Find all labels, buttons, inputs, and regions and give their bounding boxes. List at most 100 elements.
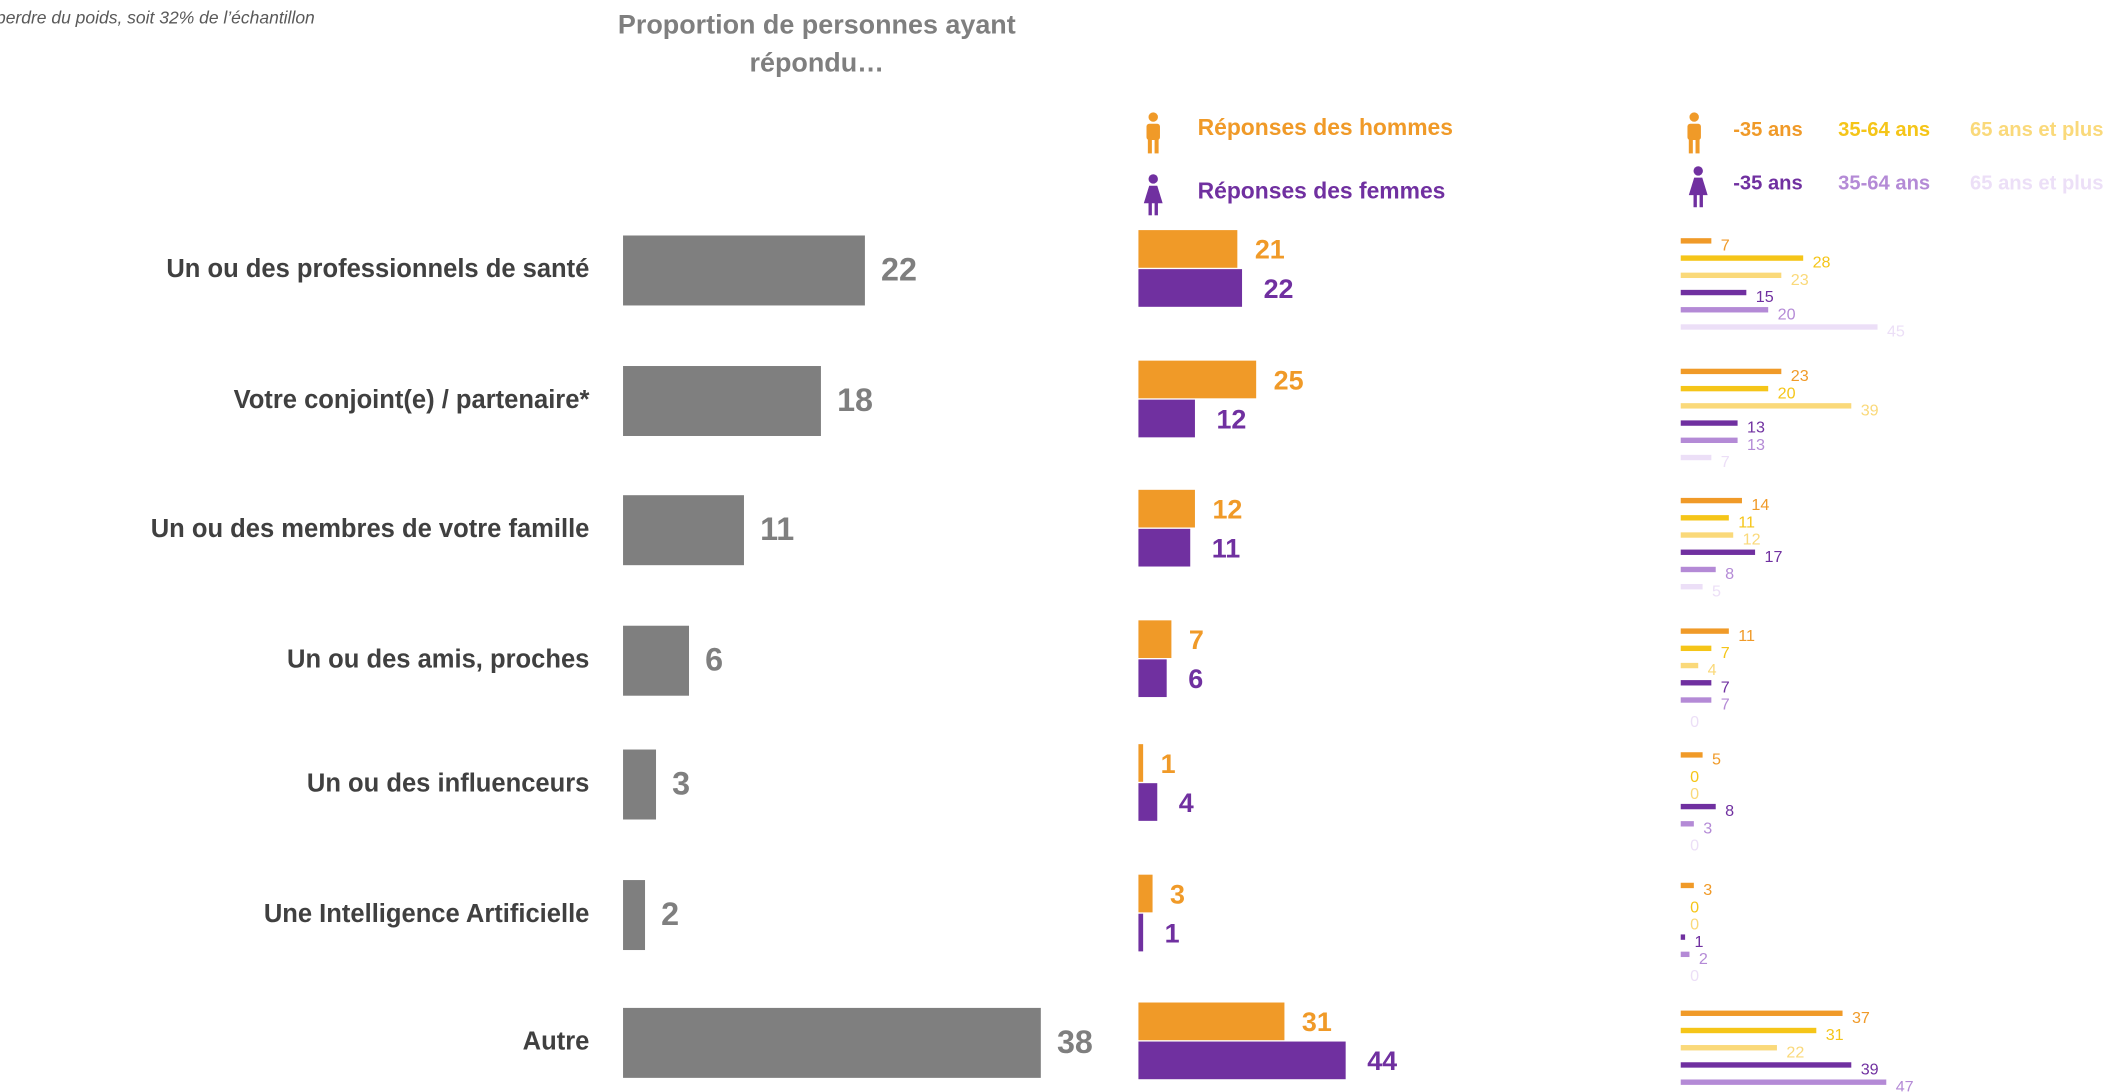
value-label: 0 <box>1690 967 1699 985</box>
value-label: 31 <box>1302 1007 1332 1037</box>
bar <box>1680 403 1852 409</box>
bar <box>1138 399 1195 438</box>
category-label: Un ou des professionnels de santé <box>166 255 589 283</box>
value-label: 38 <box>1057 1024 1093 1060</box>
bar <box>1138 1041 1346 1080</box>
bar <box>1680 420 1738 426</box>
bar <box>1138 269 1243 307</box>
bar <box>1680 645 1712 652</box>
value-label: 0 <box>1690 898 1699 916</box>
value-label: 1 <box>1165 918 1180 948</box>
category-label: Un ou des membres de votre famille <box>151 515 590 543</box>
bar <box>1680 951 1690 958</box>
bar <box>1680 515 1729 521</box>
bar <box>1680 497 1742 504</box>
value-label: 0 <box>1690 713 1699 731</box>
bar <box>1680 934 1686 940</box>
female-icon <box>1688 166 1708 208</box>
value-label: 1 <box>1695 933 1704 951</box>
bar <box>623 366 821 436</box>
male-icon <box>1687 112 1701 154</box>
value-label: 28 <box>1813 254 1831 272</box>
value-label: 6 <box>1188 664 1203 694</box>
value-label: 7 <box>1721 453 1730 471</box>
value-label: 4 <box>1179 788 1194 818</box>
value-label: 3 <box>1703 819 1712 837</box>
value-label: 18 <box>837 382 873 418</box>
category-label: Une Intelligence Artificielle <box>264 900 590 928</box>
value-label: 7 <box>1721 237 1730 255</box>
value-label: 7 <box>1721 644 1730 662</box>
category-label: Un ou des influenceurs <box>307 769 589 797</box>
bar <box>1680 628 1729 634</box>
value-label: 22 <box>1264 274 1294 304</box>
value-label: 39 <box>1861 401 1879 419</box>
value-label: 0 <box>1690 916 1699 934</box>
bar <box>623 1007 1041 1078</box>
value-label: 25 <box>1274 365 1304 395</box>
value-label: 39 <box>1861 1061 1879 1079</box>
value-label: 12 <box>1743 531 1761 549</box>
bar <box>1680 532 1734 538</box>
bar <box>1138 783 1158 821</box>
bar <box>1680 368 1782 375</box>
bar <box>623 235 865 306</box>
value-label: 20 <box>1778 305 1796 323</box>
category-label: Votre conjoint(e) / partenaire* <box>234 386 590 414</box>
legend-label: Réponses des hommes <box>1198 114 1453 140</box>
value-label: 11 <box>1738 513 1755 531</box>
chart-title: Proportion de personnes ayant répondu… <box>617 10 1016 79</box>
value-label: 11 <box>1212 533 1240 563</box>
value-label: 47 <box>1896 1078 1914 1092</box>
bar <box>1680 1079 1887 1085</box>
value-label: 45 <box>1887 323 1905 341</box>
value-label: 8 <box>1725 565 1734 583</box>
value-label: 7 <box>1721 696 1730 714</box>
bar <box>1680 324 1878 330</box>
bar <box>1138 1002 1285 1041</box>
male-icon <box>1146 112 1160 154</box>
note: perdre du poids, soit 32% de l’échantill… <box>0 7 315 27</box>
value-label: 5 <box>1712 582 1721 600</box>
legend-label: -35 ans <box>1733 173 1803 195</box>
bar <box>1680 289 1747 296</box>
value-label: 37 <box>1852 1009 1870 1027</box>
bar <box>623 880 646 951</box>
bar <box>1138 874 1153 913</box>
bar <box>1680 1027 1817 1034</box>
bar <box>1680 566 1716 573</box>
value-label: 11 <box>760 511 794 547</box>
value-label: 0 <box>1690 785 1699 803</box>
bar <box>1680 272 1782 279</box>
value-label: 44 <box>1367 1046 1397 1076</box>
value-label: 23 <box>1791 367 1809 385</box>
bar <box>1138 659 1167 698</box>
bar <box>623 749 657 820</box>
bar <box>1680 255 1804 261</box>
value-label: 8 <box>1725 802 1734 820</box>
bar <box>1680 662 1699 669</box>
value-label: 11 <box>1738 627 1755 645</box>
legend-label: 35-64 ans <box>1838 173 1930 195</box>
value-label: 15 <box>1756 288 1774 306</box>
legend-label: -35 ans <box>1733 119 1803 141</box>
value-label: 1 <box>1161 749 1176 779</box>
value-label: 12 <box>1212 494 1242 524</box>
value-label: 6 <box>705 642 723 678</box>
bar <box>1680 454 1712 461</box>
legend-label: Réponses des femmes <box>1198 177 1446 203</box>
value-label: 2 <box>1699 950 1708 968</box>
bar <box>1680 680 1712 686</box>
bar <box>1680 821 1694 827</box>
bar <box>1138 489 1195 528</box>
bar <box>1680 549 1756 555</box>
value-label: 22 <box>881 251 917 287</box>
value-label: 12 <box>1216 404 1246 434</box>
value-label: 20 <box>1778 384 1796 402</box>
value-label: 4 <box>1708 661 1717 679</box>
bar <box>1680 238 1712 244</box>
bar <box>1680 803 1716 810</box>
value-label: 14 <box>1751 496 1769 514</box>
value-label: 17 <box>1764 548 1782 566</box>
